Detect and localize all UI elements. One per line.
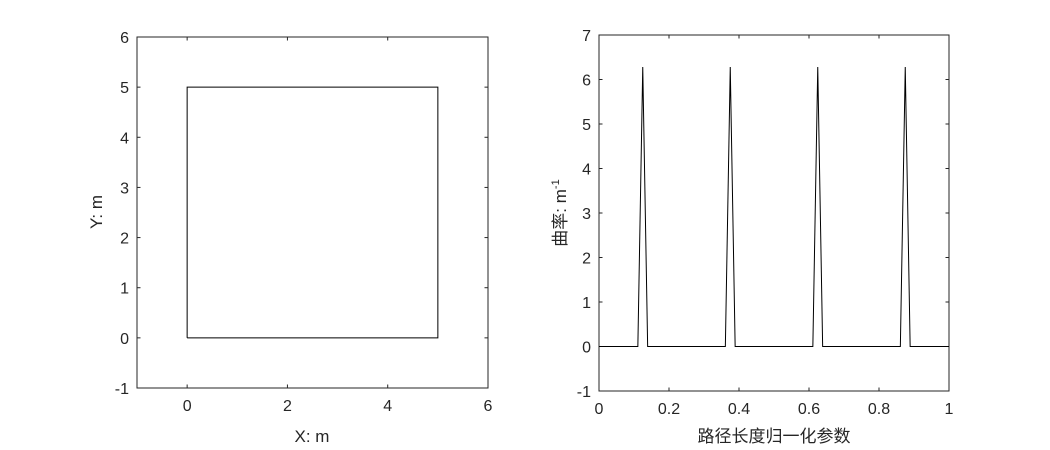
y-axis-label-right-main: 曲率: m (551, 189, 570, 247)
right-x-tick-label: 0.8 (868, 401, 890, 418)
y-axis-label-right: 曲率: m-1 (550, 179, 570, 246)
right-y-tick-label: 5 (582, 117, 591, 134)
right-y-tick-label: 7 (582, 28, 591, 45)
right-x-tick-label: 0.6 (798, 401, 820, 418)
right-y-tick-label: 1 (582, 295, 591, 312)
left-y-tick-label: 6 (120, 30, 129, 47)
axes-box-left (136, 36, 489, 389)
left-x-tick-label: 6 (484, 398, 493, 415)
axes-box-right (598, 34, 950, 392)
left-y-tick-label: 3 (120, 180, 129, 197)
left-y-tick-label: 2 (120, 231, 129, 248)
left-x-tick-label: 4 (383, 398, 392, 415)
left-x-tick-label: 0 (183, 398, 192, 415)
left-x-tick-label: 2 (283, 398, 292, 415)
right-y-tick-label: 0 (582, 340, 591, 357)
left-y-tick-label: -1 (115, 381, 129, 398)
right-x-tick-label: 0.4 (728, 401, 750, 418)
chart-path: 0 2 4 6 -1 0 1 2 3 4 5 6 X: m Y: m (87, 30, 493, 446)
right-y-tick-label: 3 (582, 206, 591, 223)
curvature-line (599, 67, 949, 347)
right-x-tick-label: 0.2 (658, 401, 680, 418)
left-y-tick-label: 5 (120, 80, 129, 97)
right-y-tick-label: -1 (577, 384, 591, 401)
x-axis-label-left: X: m (295, 427, 330, 446)
left-y-tick-label: 4 (120, 130, 129, 147)
y-axis-label-left: Y: m (87, 195, 106, 229)
right-y-tick-label: 6 (582, 73, 591, 90)
left-y-tick-label: 1 (120, 281, 129, 298)
right-x-tick-label: 0 (595, 401, 604, 418)
path-square-line (186, 86, 439, 339)
left-y-tick-label: 0 (120, 331, 129, 348)
left-ticks: 0 2 4 6 -1 0 1 2 3 4 5 6 (115, 30, 493, 415)
y-axis-label-right-sup: -1 (550, 179, 562, 189)
x-axis-label-right: 路径长度归一化参数 (698, 427, 851, 446)
right-x-tick-label: 1 (945, 401, 954, 418)
right-y-tick-label: 2 (582, 251, 591, 268)
right-y-tick-label: 4 (582, 162, 591, 179)
